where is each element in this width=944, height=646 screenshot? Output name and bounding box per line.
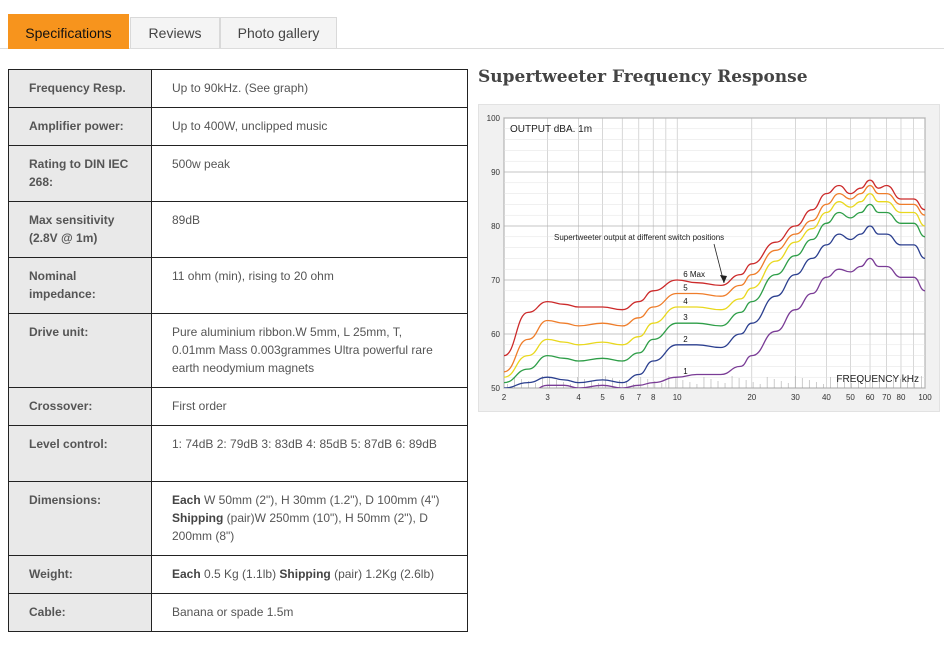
spec-value: Each W 50mm (2"), H 30mm (1.2"), D 100mm… <box>151 481 468 556</box>
series-label: 2 <box>683 335 688 344</box>
x-tick-label: 30 <box>791 393 800 402</box>
frequency-response-chart: 50 60 70 80 90 100 2 3 4 5 6 7 8 10 20 30 40 50 60 70 80 100 O… <box>487 114 933 402</box>
each-value: 0.5 Kg (1.1lb) <box>200 567 280 581</box>
series-line <box>504 203 925 384</box>
table-row: Cable: Banana or spade 1.5m <box>8 593 468 632</box>
x-tick-label: 40 <box>822 393 831 402</box>
x-tick-label: 60 <box>866 393 875 402</box>
chart-title: Supertweeter Frequency Response <box>478 67 808 87</box>
table-row: Drive unit: Pure aluminium ribbon.W 5mm,… <box>8 313 468 388</box>
table-row: Rating to DIN IEC 268: 500w peak <box>8 145 468 202</box>
y-tick-label: 80 <box>491 222 500 231</box>
table-row: Max sensitivity (2.8V @ 1m) 89dB <box>8 201 468 258</box>
y-tick-label: 50 <box>491 384 500 393</box>
shipping-label: Shipping <box>279 567 331 581</box>
series-line <box>504 225 925 388</box>
spec-label: Crossover: <box>8 387 152 426</box>
y-tick-label: 70 <box>491 276 500 285</box>
spec-value: 89dB <box>151 201 468 258</box>
table-row: Dimensions: Each W 50mm (2"), H 30mm (1.… <box>8 481 468 556</box>
spec-label: Rating to DIN IEC 268: <box>8 145 152 202</box>
plot-area <box>503 117 926 389</box>
spec-label: Frequency Resp. <box>8 69 152 108</box>
spec-value: 11 ohm (min), rising to 20 ohm <box>151 257 468 314</box>
spec-label: Cable: <box>8 593 152 632</box>
x-axis-label: FREQUENCY kHz <box>836 374 919 385</box>
y-tick-label: 100 <box>487 114 501 123</box>
table-row: Level control: 1: 74dB 2: 79dB 3: 83dB 4… <box>8 425 468 482</box>
annotation-arrowhead <box>720 275 727 283</box>
table-row: Frequency Resp. Up to 90kHz. (See graph) <box>8 69 468 108</box>
spec-label: Weight: <box>8 555 152 594</box>
x-tick-label: 4 <box>576 393 581 402</box>
y-axis-label: OUTPUT dBA. 1m <box>510 124 592 135</box>
spec-label: Dimensions: <box>8 481 152 556</box>
spec-label: Nominal impedance: <box>8 257 152 314</box>
spec-label: Drive unit: <box>8 313 152 388</box>
x-tick-label: 20 <box>747 393 756 402</box>
tab-reviews[interactable]: Reviews <box>130 17 220 48</box>
spec-value: First order <box>151 387 468 426</box>
x-tick-label: 70 <box>882 393 891 402</box>
each-value: W 50mm (2"), H 30mm (1.2"), D 100mm (4") <box>200 493 440 507</box>
x-tick-label: 10 <box>673 393 682 402</box>
each-label: Each <box>172 493 201 507</box>
table-row: Crossover: First order <box>8 387 468 426</box>
spec-value: Pure aluminium ribbon.W 5mm, L 25mm, T, … <box>151 313 468 388</box>
table-row: Amplifier power: Up to 400W, unclipped m… <box>8 107 468 146</box>
x-tick-label: 7 <box>637 393 642 402</box>
x-tick-label: 8 <box>651 393 656 402</box>
x-tick-label: 100 <box>918 393 932 402</box>
spec-label: Level control: <box>8 425 152 482</box>
tab-specifications[interactable]: Specifications <box>8 14 129 49</box>
chart-annotation: Supertweeter output at different switch … <box>554 233 724 242</box>
table-row: Nominal impedance: 11 ohm (min), rising … <box>8 257 468 314</box>
table-row: Weight: Each 0.5 Kg (1.1lb) Shipping (pa… <box>8 555 468 594</box>
series-label: 3 <box>683 313 688 322</box>
specifications-table: Frequency Resp. Up to 90kHz. (See graph)… <box>8 69 468 632</box>
x-tick-label: 3 <box>545 393 550 402</box>
spec-value: 500w peak <box>151 145 468 202</box>
series-label: 6 Max <box>683 270 705 279</box>
shipping-value: (pair) 1.2Kg (2.6lb) <box>330 567 435 581</box>
series-line <box>538 257 925 388</box>
spec-value: Up to 400W, unclipped music <box>151 107 468 146</box>
spec-label: Amplifier power: <box>8 107 152 146</box>
series-line <box>504 192 925 378</box>
series-label: 5 <box>683 284 688 293</box>
x-tick-label: 6 <box>620 393 625 402</box>
spec-value: Up to 90kHz. (See graph) <box>151 69 468 108</box>
tab-bar: Specifications Reviews Photo gallery <box>0 0 944 49</box>
spec-value: Each 0.5 Kg (1.1lb) Shipping (pair) 1.2K… <box>151 555 468 594</box>
series-line <box>504 179 925 357</box>
y-tick-label: 60 <box>491 330 500 339</box>
shipping-label: Shipping <box>172 511 224 525</box>
x-tick-label: 5 <box>600 393 605 402</box>
x-tick-label: 50 <box>846 393 855 402</box>
spec-label: Max sensitivity (2.8V @ 1m) <box>8 201 152 258</box>
each-label: Each <box>172 567 201 581</box>
series-label: 4 <box>683 297 688 306</box>
series-label: 1 <box>683 367 688 376</box>
x-tick-label: 2 <box>502 393 507 402</box>
frequency-response-chart-frame: 50 60 70 80 90 100 2 3 4 5 6 7 8 10 20 30 40 50 60 70 80 100 O… <box>478 104 940 412</box>
series-line <box>504 184 925 373</box>
shipping-value: (pair)W 250mm (10"), H 50mm (2"), D 200m… <box>172 511 428 543</box>
x-tick-label: 80 <box>897 393 906 402</box>
tab-photo-gallery[interactable]: Photo gallery <box>220 17 337 48</box>
spec-value: 1: 74dB 2: 79dB 3: 83dB 4: 85dB 5: 87dB … <box>151 425 468 482</box>
y-tick-label: 90 <box>491 168 500 177</box>
spec-value: Banana or spade 1.5m <box>151 593 468 632</box>
